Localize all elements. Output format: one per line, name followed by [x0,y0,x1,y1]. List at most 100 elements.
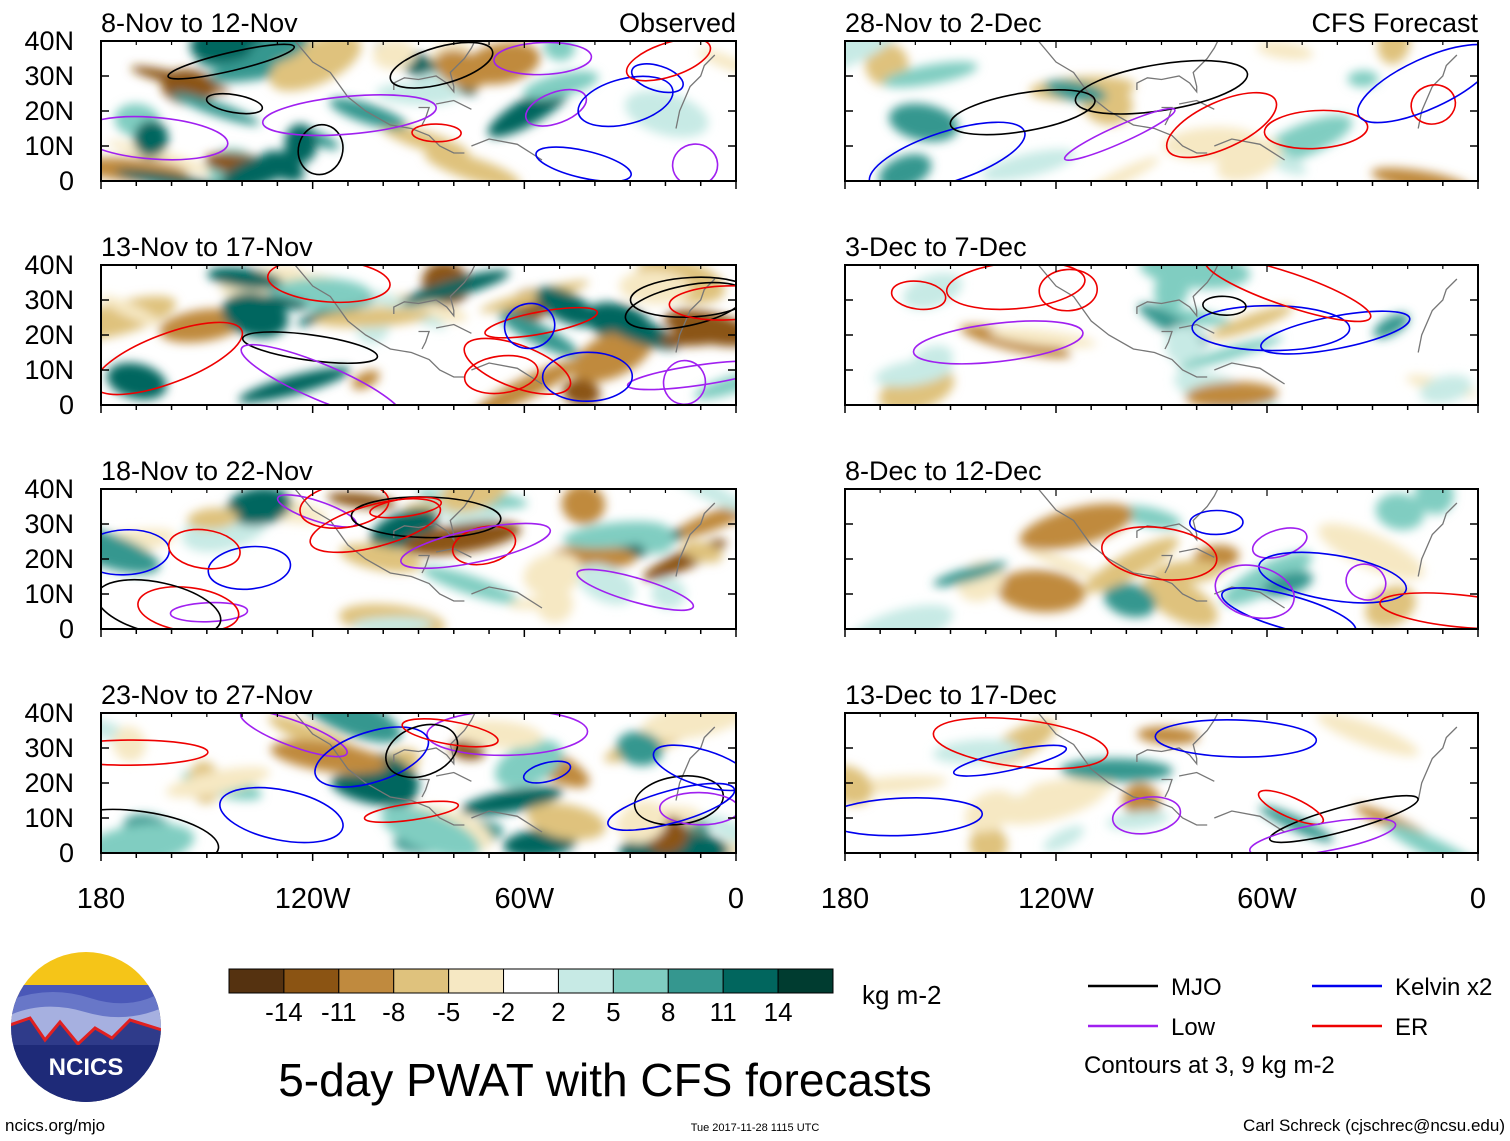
colorbar-swatch [667,968,724,994]
colorbar-label: 2 [551,997,565,1027]
anomaly-blob [226,489,292,526]
panel-field [845,489,1478,629]
filtered-contour [241,331,379,365]
coastline [435,771,472,782]
anomaly-blob [171,92,260,126]
coastline [1178,771,1215,782]
colorbar-label: -11 [321,997,357,1027]
coastline [675,54,716,129]
colorbar-label: -5 [437,997,460,1027]
coastline [1161,330,1173,350]
filtered-contour [535,146,632,181]
anomaly-blob [1318,523,1425,580]
legend-label: MJO [1171,974,1222,1001]
y-tick-label: 10N [24,355,74,385]
panel-date-label: 13-Nov to 17-Nov [101,232,313,262]
coastline [1214,586,1285,609]
anomaly-blob [372,41,416,70]
contour-note: Contours at 3, 9 kg m-2 [1084,1052,1335,1079]
anomaly-blob [1209,305,1294,339]
anomaly-blob [694,371,736,400]
anomaly-shading [101,489,736,629]
coastline [1178,323,1215,334]
y-tick-label: 20N [24,544,74,574]
anomaly-blob [460,786,563,816]
anomaly-blob [1165,325,1204,367]
filtered-contour [205,92,264,115]
coastline [1214,810,1285,833]
filtered-contour [576,568,695,612]
anomaly-blob [1106,810,1170,830]
anomaly-blob [703,814,736,846]
filtered-contour [240,343,403,405]
anomaly-blob [1316,713,1419,757]
colorbar-label: 14 [764,997,793,1027]
anomaly-blob [616,731,663,766]
anomaly-blob [101,525,160,574]
coastline [471,362,543,385]
filtered-contour [503,302,556,350]
panel-field [845,41,1478,181]
anomaly-blob [261,294,309,310]
x-tick-label: 0 [728,883,744,915]
filtered-contour [463,337,572,395]
anomaly-blob [996,780,1107,825]
colorbar-label: 11 [710,997,737,1027]
coastline [294,41,465,154]
coastline [1417,726,1458,801]
filtered-contour [266,265,391,304]
panel-date-label: 3-Dec to 7-Dec [845,232,1027,262]
filtered-contour [101,321,244,396]
filtered-contour [1268,794,1419,844]
anomaly-blob [479,280,590,313]
coastline [418,778,431,798]
anomaly-blob [641,713,736,741]
anomaly-blob [1024,546,1102,580]
anomaly-blob [1216,138,1282,181]
coastline [294,713,465,826]
anomaly-blob [329,98,408,130]
axes-layer: 180 120W 60W 0 180 120W 60W 0 [77,883,1486,915]
coastline [435,323,472,334]
anomaly-blob [572,327,654,383]
colorbar-swatch [722,968,779,994]
anomaly-blob [106,140,218,175]
filtered-contour [484,306,599,339]
panel-date-label: 8-Dec to 12-Dec [845,456,1042,486]
colorbar-swatch [777,968,834,994]
logo-text: NCICS [49,1054,124,1081]
coastline [1417,502,1458,577]
anomaly-blob [351,616,434,629]
anomaly-blob [249,41,309,65]
filtered-contour [1188,509,1244,536]
filtered-contour [451,525,517,566]
colorbar-swatch [557,968,614,994]
coastline [1037,489,1208,602]
anomaly-blob [543,41,576,61]
y-tick-label: 20N [24,768,74,798]
legend: MJO Kelvin x2 Low ER Contours at 3, 9 kg m-2 [1084,974,1492,1079]
x-tick-label: 60W [1237,883,1297,915]
x-tick-label: 180 [77,883,125,915]
colorbar-swatch [283,968,340,994]
anomaly-blob [424,150,521,181]
anomaly-shading [874,265,1477,405]
anomaly-blob [562,379,601,405]
anomaly-blob [874,358,953,387]
coastline [1136,713,1219,766]
panel: 8-Nov to 12-Nov Observed 0 10N 20N 30N 40N [24,8,737,196]
filtered-contour [668,285,736,321]
coastline [1136,265,1219,318]
filtered-contour [101,115,229,161]
filtered-contour [1165,91,1278,159]
coastline [393,41,476,94]
anomaly-blob [400,270,510,306]
coastline [471,586,543,609]
anomaly-blob [314,307,432,328]
anomaly-blob [402,521,522,556]
anomaly-blob [845,41,899,75]
website-link[interactable]: ncics.org/mjo [5,1116,105,1135]
x-tick-label: 120W [275,883,351,915]
filtered-contour [1263,109,1369,150]
coastline [418,554,431,574]
